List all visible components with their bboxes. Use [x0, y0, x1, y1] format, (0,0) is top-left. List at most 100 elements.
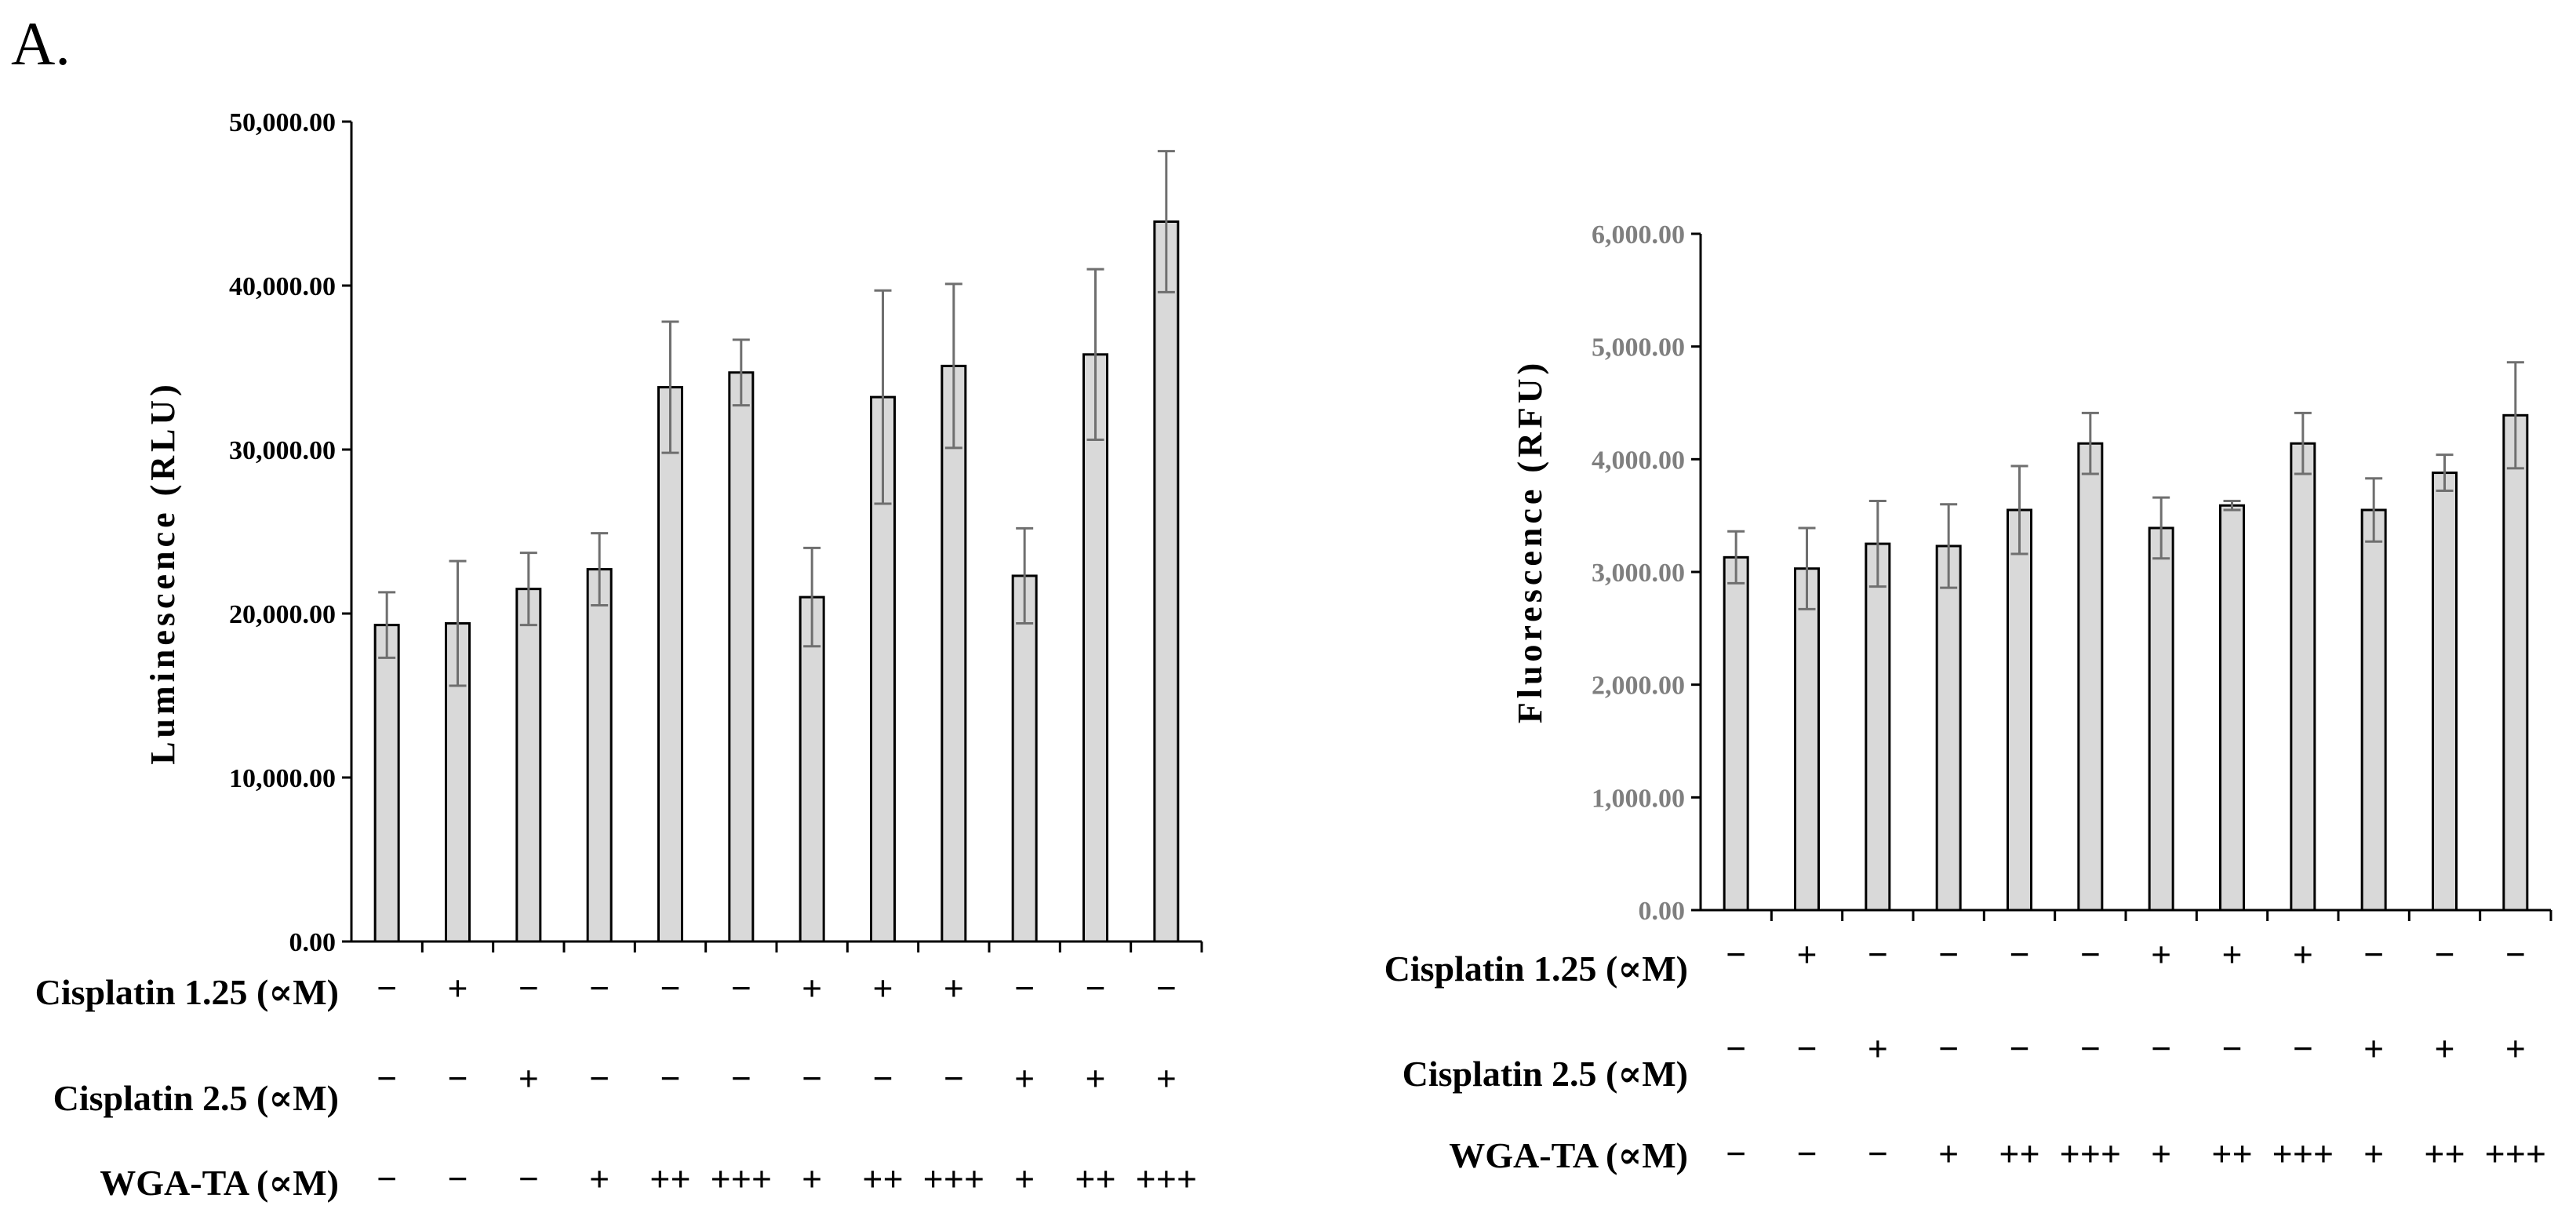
condition-symbol: +++ [2485, 1134, 2547, 1174]
condition-symbol: − [1085, 968, 1105, 1008]
condition-symbol: − [1014, 968, 1035, 1008]
condition-symbol: + [872, 968, 893, 1008]
row-label-wga-ta: WGA-TA (∝M) [1449, 1135, 1688, 1175]
condition-symbol: + [2221, 934, 2242, 974]
condition-symbol: − [447, 1058, 468, 1098]
y-tick-label: 0.00 [1639, 897, 1686, 926]
condition-symbol: + [447, 968, 468, 1008]
condition-symbol: + [2363, 1134, 2384, 1174]
condition-symbol: − [447, 1159, 468, 1199]
condition-symbol: ++ [649, 1159, 690, 1199]
condition-symbol: − [2151, 1029, 2171, 1069]
condition-symbol: + [2363, 1029, 2384, 1069]
condition-symbol: − [731, 968, 751, 1008]
condition-symbol: ++ [862, 1159, 903, 1199]
condition-symbol: + [944, 968, 964, 1008]
bar-series-fluorescence: −−−+−−−+−−−+−−++−−++++−++−+++−+++−++−+++… [1723, 361, 2547, 1174]
bar [657, 386, 683, 943]
bar [1153, 220, 1180, 943]
condition-symbol: − [1156, 968, 1177, 1008]
condition-symbol: + [1796, 934, 1817, 974]
y-tick-label: 4,000.00 [1592, 446, 1685, 475]
condition-symbol: + [1156, 1058, 1177, 1098]
bar [373, 624, 400, 943]
condition-symbol: − [377, 968, 397, 1008]
condition-symbol: + [1938, 1134, 1959, 1174]
condition-symbol: + [1085, 1058, 1105, 1098]
condition-symbol: +++ [2272, 1134, 2334, 1174]
condition-symbol: − [2221, 1029, 2242, 1069]
row-label-wga-ta: WGA-TA (∝M) [100, 1163, 339, 1203]
condition-symbol: + [1014, 1058, 1035, 1098]
bar [1011, 574, 1038, 943]
condition-symbol: − [2505, 934, 2526, 974]
condition-symbol: − [589, 1058, 609, 1098]
condition-symbol: + [518, 1058, 539, 1098]
bar [2219, 504, 2245, 912]
condition-symbol: + [2434, 1029, 2454, 1069]
condition-symbol: − [660, 968, 680, 1008]
condition-symbol: ++ [1999, 1134, 2039, 1174]
condition-symbol: + [1868, 1029, 1888, 1069]
bar [515, 588, 542, 943]
condition-symbol: − [660, 1058, 680, 1098]
condition-symbol: − [1868, 934, 1888, 974]
condition-symbol: − [2009, 934, 2029, 974]
condition-symbol: + [2151, 934, 2171, 974]
condition-symbol: − [2293, 1029, 2313, 1069]
condition-symbol: − [377, 1159, 397, 1199]
condition-symbol: − [2080, 934, 2101, 974]
condition-symbol: ++ [2211, 1134, 2252, 1174]
condition-symbol: + [802, 968, 822, 1008]
bar [2077, 442, 2104, 912]
condition-symbol: − [1796, 1134, 1817, 1174]
bar [1082, 353, 1108, 943]
bar [2360, 508, 2387, 912]
y-tick-label: 2,000.00 [1592, 672, 1685, 701]
condition-symbol: − [802, 1058, 822, 1098]
y-tick-label: 6,000.00 [1592, 220, 1685, 249]
y-tick-label: 10,000.00 [229, 764, 336, 793]
condition-symbol: + [2151, 1134, 2171, 1174]
condition-symbol: − [2009, 1029, 2029, 1069]
bar [2432, 472, 2458, 912]
condition-symbol: +++ [2060, 1134, 2122, 1174]
condition-symbol: +++ [711, 1159, 773, 1199]
condition-symbol: − [872, 1058, 893, 1098]
bar [799, 595, 825, 943]
luminescence-chart: Luminescence (RLU) Cisplatin 1.25 (∝M) C… [35, 108, 1203, 1203]
condition-symbol: − [518, 968, 539, 1008]
condition-symbol: − [1726, 1134, 1746, 1174]
row-label-cisplatin-1-25: Cisplatin 1.25 (∝M) [1384, 949, 1688, 989]
condition-symbol: − [1938, 1029, 1959, 1069]
y-tick-label: 3,000.00 [1592, 559, 1685, 588]
condition-symbol: +++ [923, 1159, 985, 1199]
fluorescence-chart: Fluorescence (RFU) Cisplatin 1.25 (∝M) C… [1384, 220, 2552, 1175]
bar [2148, 526, 2174, 912]
condition-symbol: + [1014, 1159, 1035, 1199]
bar [2290, 442, 2316, 912]
condition-symbol: − [1938, 934, 1959, 974]
y-tick-label: 20,000.00 [229, 600, 336, 629]
bar-series-luminescence: −−−+−−−+−−−+−−++−−++++−++−+++−+++−++−+++… [373, 150, 1197, 1199]
bar [728, 371, 755, 943]
bar [1794, 567, 1820, 912]
panel-label: A. [11, 9, 71, 78]
row-label-cisplatin-1-25: Cisplatin 1.25 (∝M) [35, 972, 339, 1012]
condition-symbol: + [2293, 934, 2313, 974]
condition-symbol: − [731, 1058, 751, 1098]
condition-symbol: − [1868, 1134, 1888, 1174]
condition-symbol: ++ [1075, 1159, 1115, 1199]
bar [1935, 544, 1962, 912]
condition-symbol: − [2434, 934, 2454, 974]
condition-symbol: + [802, 1159, 822, 1199]
y-tick-label: 0.00 [289, 928, 337, 957]
condition-symbol: − [1796, 1029, 1817, 1069]
bar [2502, 413, 2529, 912]
condition-symbol: − [1726, 934, 1746, 974]
bar [1723, 555, 1749, 912]
condition-symbol: − [2363, 934, 2384, 974]
condition-symbol: − [377, 1058, 397, 1098]
row-label-cisplatin-2-5: Cisplatin 2.5 (∝M) [1403, 1054, 1688, 1094]
